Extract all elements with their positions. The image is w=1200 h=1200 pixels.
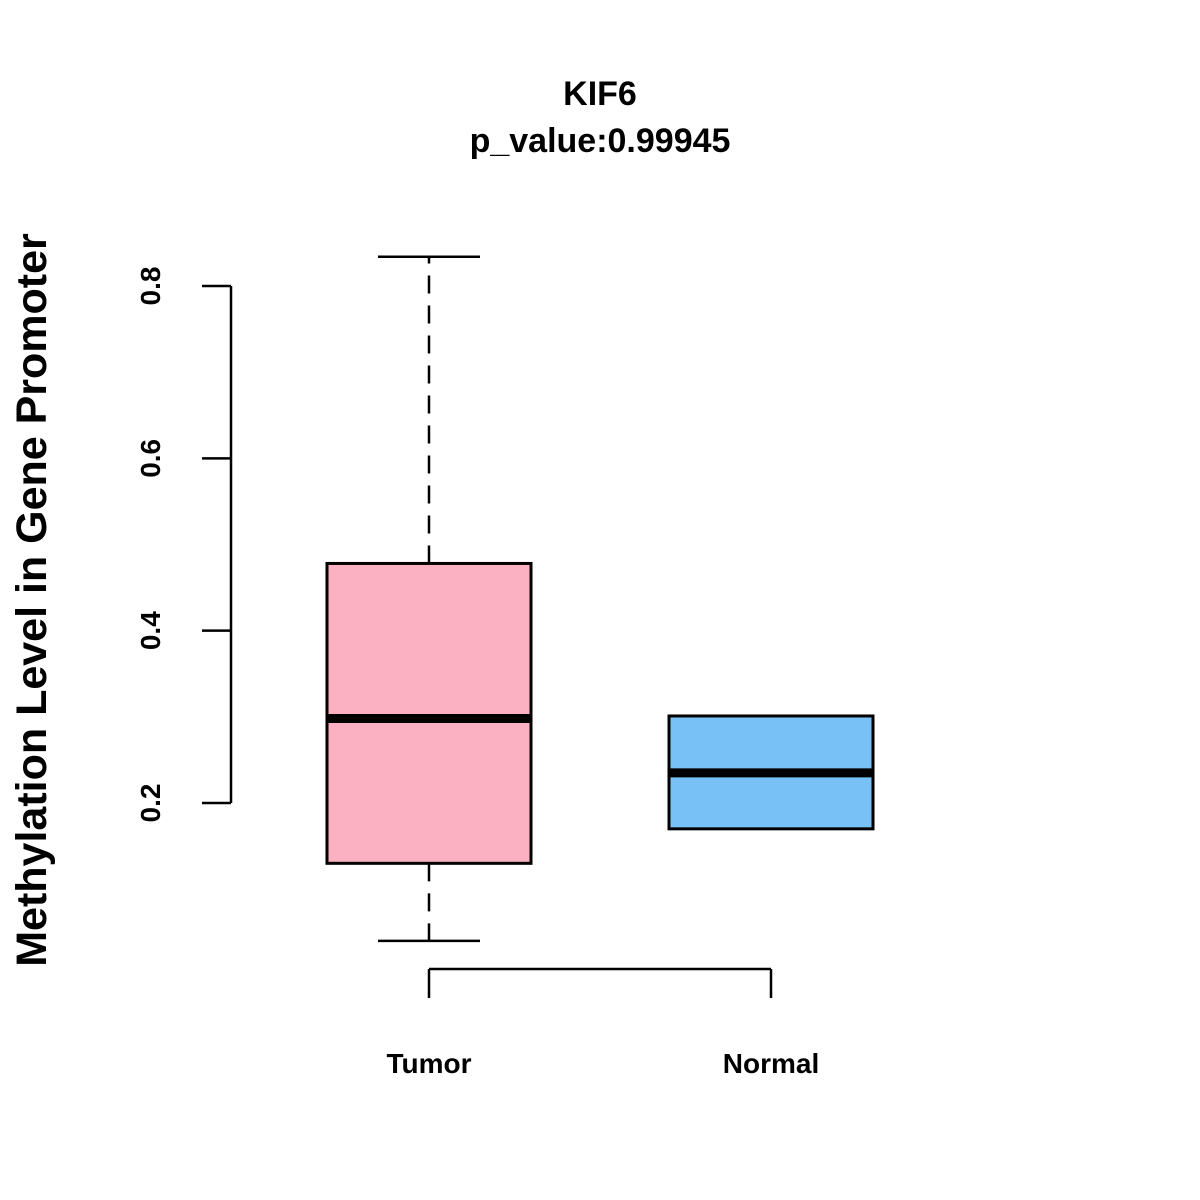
y-tick-label: 0.4 — [135, 611, 166, 650]
x-tick-label: Normal — [723, 1048, 819, 1079]
y-tick-label: 0.2 — [135, 784, 166, 823]
chart-title: KIF6 — [563, 75, 637, 113]
y-axis: 0.2 0.4 0.6 0.8 — [135, 267, 233, 823]
x-axis: Tumor Normal — [386, 967, 819, 1079]
x-tick-label: Tumor — [386, 1048, 471, 1079]
y-axis-label: Methylation Level in Gene Promoter — [8, 233, 56, 967]
chart-subtitle: p_value:0.99945 — [470, 122, 731, 160]
box-tumor — [325, 561, 533, 865]
y-tick-label: 0.6 — [135, 439, 166, 478]
boxes — [325, 255, 875, 943]
y-tick-label: 0.8 — [135, 267, 166, 306]
